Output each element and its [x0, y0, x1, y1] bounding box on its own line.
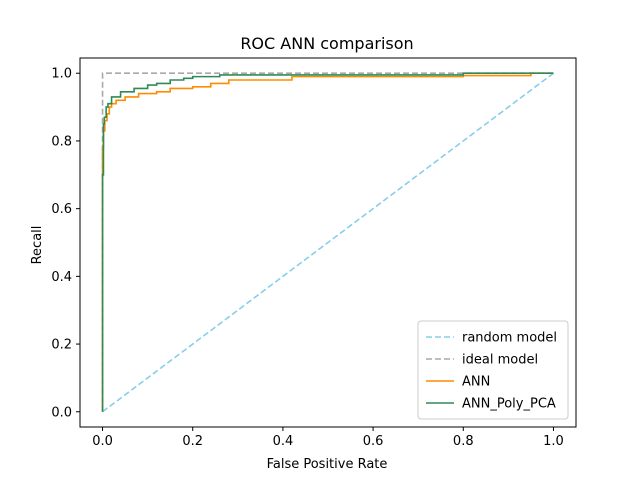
- legend-label: ANN_Poly_PCA: [462, 397, 556, 412]
- y-axis-ticks: 0.0 0.2 0.4 0.6 0.8 1.0: [51, 67, 80, 420]
- legend: random model ideal model ANN ANN_Poly_PCA: [417, 320, 569, 420]
- plot-frame: [79, 57, 577, 428]
- legend-label: ANN: [462, 375, 490, 390]
- legend-label: random model: [462, 331, 557, 346]
- x-tick-label: 0.6: [363, 434, 384, 449]
- y-tick-label: 0.0: [51, 405, 72, 420]
- legend-box: [417, 320, 569, 420]
- x-axis-ticks: 0.0 0.2 0.4 0.6 0.8 1.0: [92, 427, 564, 449]
- x-tick-label: 0.2: [182, 434, 203, 449]
- series-lines: [101, 72, 554, 413]
- y-tick-label: 0.2: [51, 338, 72, 353]
- x-axis-label: False Positive Rate: [267, 457, 388, 472]
- chart-title: ROC ANN comparison: [240, 34, 413, 53]
- y-tick-label: 0.4: [51, 270, 72, 285]
- y-tick-label: 0.8: [51, 134, 72, 149]
- x-tick-label: 1.0: [543, 434, 564, 449]
- y-axis-label: Recall: [30, 226, 45, 265]
- x-tick-label: 0.4: [273, 434, 294, 449]
- plot-area: [79, 57, 577, 428]
- legend-label: ideal model: [462, 353, 538, 368]
- y-tick-label: 1.0: [51, 67, 72, 82]
- y-tick-label: 0.6: [51, 202, 72, 217]
- series-line-ann-poly-pca: [101, 72, 554, 412]
- series-line-ann: [101, 72, 554, 412]
- x-tick-label: 0.8: [453, 434, 474, 449]
- x-tick-label: 0.0: [92, 434, 113, 449]
- series-line-random-model: [102, 72, 554, 413]
